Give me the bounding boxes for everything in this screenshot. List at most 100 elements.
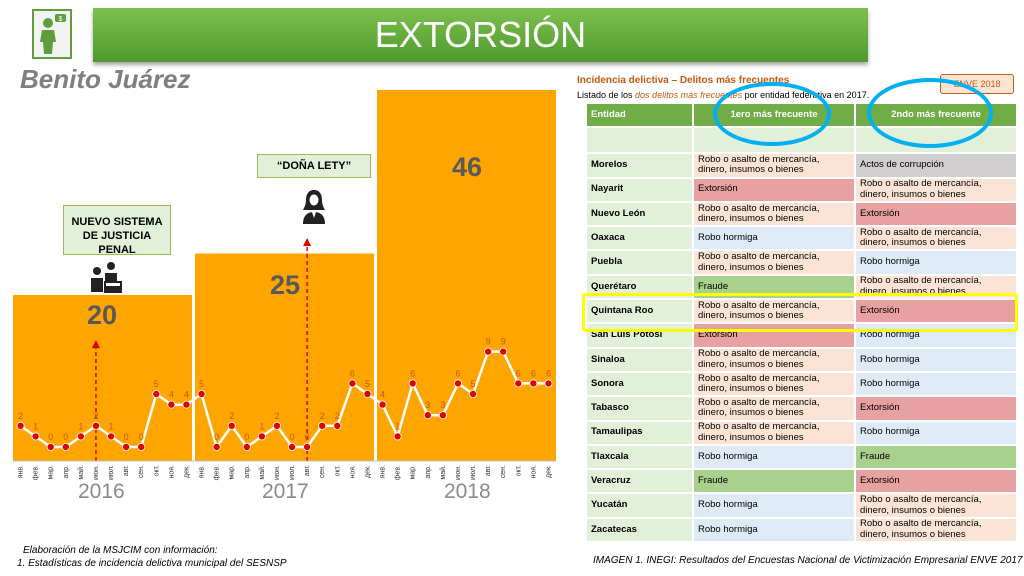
table-row: Tamaulipas Robo o asalto de mercancía, di…: [586, 420, 1018, 445]
month-value-label: 0: [214, 432, 219, 442]
month-tick-label: окт.: [515, 465, 522, 476]
month-tick-label: июл.: [289, 465, 296, 480]
month-value-label: 3: [425, 400, 430, 410]
month-value-label: 5: [199, 379, 204, 389]
entidad-cell: Tlaxcala: [586, 444, 693, 470]
month-tick-label: янв.: [18, 465, 25, 478]
second-crime-cell: Robo o asalto de mercancía, dinero, insu…: [855, 226, 1017, 251]
month-point: [288, 442, 297, 451]
month-tick-label: ноя.: [349, 465, 356, 479]
first-crime-cell: Robo o asalto de mercancía, dinero, insu…: [693, 153, 855, 178]
table-row: Sinaloa Robo o asalto de mercancía, diner…: [586, 347, 1018, 372]
month-point: [152, 389, 161, 398]
month-point: [137, 442, 146, 451]
entidad-cell: Yucatán: [586, 493, 693, 518]
month-tick-label: мар.: [229, 465, 236, 480]
month-point: [122, 442, 131, 451]
month-tick-label: май.: [77, 465, 85, 480]
table-row: Zacatecas Robo hormiga Robo o asalto de me…: [586, 517, 1018, 543]
second-crime-cell: Extorsión: [855, 299, 1017, 324]
second-crime-cell: Extorsión: [855, 469, 1017, 494]
table-row: Oaxaca Robo hormiga Robo o asalto de merca…: [586, 226, 1018, 251]
annotation-lety: “DOÑA LETY”: [257, 154, 371, 178]
table-row: Nayarit Extorsión Robo o asalto de mercanc…: [586, 177, 1018, 202]
month-tick-label: июл.: [470, 465, 477, 480]
month-tick-label: сен.: [319, 465, 326, 478]
month-tick-label: дек.: [183, 465, 190, 478]
table-row: Sonora Robo o asalto de mercancía, dinero…: [586, 371, 1018, 397]
month-point: [469, 389, 478, 398]
first-crime-cell: Robo o asalto de mercancía, dinero, insu…: [693, 347, 855, 372]
month-value-label: 6: [546, 368, 551, 378]
month-tick-label: ноя.: [530, 465, 537, 479]
entidad-cell: Nuevo León: [586, 201, 693, 227]
month-tick-label: сен.: [500, 465, 507, 478]
month-point: [333, 421, 342, 430]
page-title: EXTORSIÓN: [93, 8, 868, 62]
month-tick-label: ноя.: [168, 465, 175, 479]
month-value-label: 2: [18, 411, 23, 421]
entidad-cell: Oaxaca: [586, 226, 693, 251]
annotation-nsjp: NUEVO SISTEMA DE JUSTICIA PENAL: [63, 205, 171, 256]
month-point: [257, 432, 266, 441]
month-point: [484, 347, 493, 356]
month-point: [423, 411, 432, 420]
month-value-label: 6: [410, 368, 415, 378]
table-row: Yucatán Robo hormiga Robo o asalto de merc…: [586, 493, 1018, 518]
table-row: San Luis Potosí Extorsión Robo hormiga: [586, 323, 1018, 348]
month-point: [348, 379, 357, 388]
year-label-2017: 2017: [262, 480, 309, 503]
month-tick-label: фев.: [214, 465, 221, 480]
month-tick-label: сен.: [138, 465, 145, 478]
bar-2016: [13, 295, 192, 461]
month-tick-label: май.: [258, 465, 266, 480]
year-label-2016: 2016: [78, 480, 125, 503]
entidad-cell: Nayarit: [586, 177, 693, 202]
second-crime-cell: Robo hormiga: [855, 420, 1017, 445]
month-point: [76, 432, 85, 441]
spacer-cell: [586, 127, 693, 154]
first-crime-cell: Extorsión: [693, 323, 855, 348]
month-point: [182, 400, 191, 409]
entidad-cell: Tamaulipas: [586, 420, 693, 445]
month-tick-label: апр.: [63, 465, 70, 479]
quintana-roo-highlight: [582, 293, 1018, 332]
first-crime-cell: Fraude: [693, 469, 855, 494]
month-point: [91, 421, 100, 430]
source-caption-line1: Elaboración de la MSJCIM con información…: [23, 545, 218, 556]
month-tick-label: авг.: [485, 465, 492, 476]
first-crime-cell: Robo o asalto de mercancía, dinero, insu…: [693, 201, 855, 227]
month-point: [227, 421, 236, 430]
first-crime-cell: Robo hormiga: [693, 493, 855, 518]
first-crime-cell: Robo o asalto de mercancía, dinero, insu…: [693, 420, 855, 445]
table-row: Tabasco Robo o asalto de mercancía, diner…: [586, 396, 1018, 421]
month-value-label: 0: [124, 432, 129, 442]
month-tick-label: апр.: [244, 465, 251, 479]
second-crime-cell: Extorsión: [855, 396, 1017, 421]
entidad-cell: Morelos: [586, 153, 693, 178]
table-row: Morelos Robo o asalto de mercancía, diner…: [586, 153, 1018, 178]
month-value-label: 5: [365, 379, 370, 389]
month-value-label: 0: [63, 432, 68, 442]
month-tick-label: окт.: [153, 465, 160, 476]
month-point: [107, 432, 116, 441]
second-crime-cell: Robo hormiga: [855, 323, 1017, 348]
second-crime-cell: Robo o asalto de mercancía, dinero, insu…: [855, 493, 1017, 518]
month-value-label: 2: [335, 411, 340, 421]
table-row: Veracruz Fraude Extorsión: [586, 469, 1018, 494]
month-value-label: 2: [320, 411, 325, 421]
bar-2018: [377, 90, 556, 461]
month-value-label: 0: [305, 432, 310, 442]
month-point: [318, 421, 327, 430]
month-tick-label: янв.: [199, 465, 206, 478]
month-point: [212, 442, 221, 451]
woman-icon: [300, 188, 328, 231]
month-value-label: 0: [290, 432, 295, 442]
month-point: [408, 379, 417, 388]
month-tick-label: мар.: [410, 465, 417, 480]
month-value-label: 0: [48, 432, 53, 442]
month-point: [242, 442, 251, 451]
month-value-label: 6: [350, 368, 355, 378]
second-crime-cell: Extorsión: [855, 201, 1017, 227]
entidad-cell: Sonora: [586, 371, 693, 397]
